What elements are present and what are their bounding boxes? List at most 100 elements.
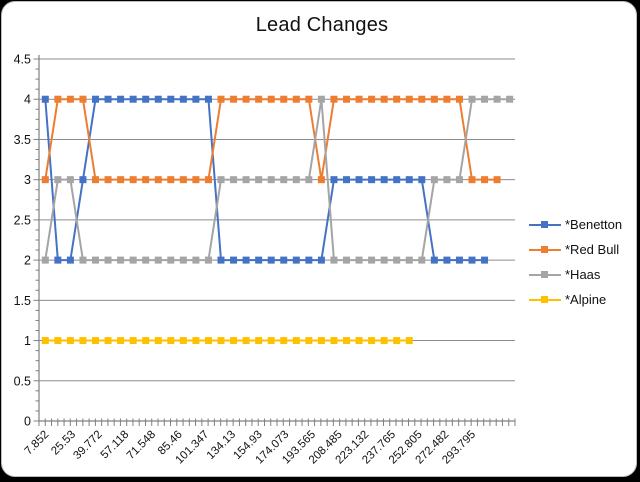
series-marker-red-bull (167, 176, 175, 184)
legend-key-icon (529, 220, 561, 229)
series-marker-benetton (418, 176, 426, 184)
series-marker-haas (242, 176, 250, 184)
series-marker-haas (368, 256, 376, 264)
series-marker-haas (430, 176, 438, 184)
series-marker-alpine (242, 337, 250, 345)
series-marker-haas (192, 256, 200, 264)
series-marker-red-bull (192, 176, 200, 184)
series-marker-red-bull (255, 95, 263, 103)
series-marker-haas (217, 176, 225, 184)
y-axis-label: 2.5 (14, 213, 31, 227)
series-marker-benetton (217, 256, 225, 264)
series-marker-haas (104, 256, 112, 264)
series-marker-benetton (142, 95, 150, 103)
series-marker-red-bull (317, 176, 325, 184)
series-marker-alpine (292, 337, 300, 345)
legend-key-icon (529, 295, 561, 304)
series-marker-haas (506, 95, 514, 103)
series-marker-haas (468, 95, 476, 103)
x-axis-label: 39.772 (71, 429, 104, 462)
series-marker-haas (405, 256, 413, 264)
series-marker-red-bull (493, 176, 501, 184)
series-marker-benetton (179, 95, 187, 103)
series-marker-benetton (455, 256, 463, 264)
series-marker-alpine (129, 337, 137, 345)
series-marker-red-bull (217, 95, 225, 103)
series-marker-red-bull (380, 95, 388, 103)
series-marker-benetton (154, 95, 162, 103)
series-marker-alpine (79, 337, 87, 345)
legend-key-marker (541, 221, 548, 228)
y-axis-label: 3.5 (14, 133, 31, 147)
series-marker-benetton (117, 95, 125, 103)
series-marker-alpine (104, 337, 112, 345)
series-marker-red-bull (368, 95, 376, 103)
series-marker-alpine (92, 337, 99, 345)
legend-label: *Alpine (565, 292, 607, 307)
series-marker-benetton (355, 176, 363, 184)
series-marker-haas (142, 256, 150, 264)
series-marker-red-bull (443, 95, 451, 103)
series-marker-red-bull (179, 176, 187, 184)
series-marker-red-bull (54, 95, 62, 103)
series-marker-haas (292, 176, 300, 184)
series-marker-benetton (54, 256, 62, 264)
series-marker-alpine (192, 337, 200, 345)
series-marker-red-bull (292, 95, 300, 103)
series-marker-red-bull (104, 176, 112, 184)
series-marker-haas (117, 256, 125, 264)
series-marker-alpine (343, 337, 350, 345)
series-marker-benetton (330, 176, 338, 184)
legend-key-icon (529, 245, 561, 254)
x-axis-label: 71.548 (125, 429, 158, 462)
series-marker-haas (92, 256, 99, 264)
legend-label: *Haas (565, 267, 601, 282)
series-marker-alpine (380, 337, 388, 345)
series-marker-benetton (368, 176, 376, 184)
series-marker-red-bull (66, 95, 74, 103)
series-marker-benetton (79, 176, 87, 184)
series-marker-haas (66, 176, 74, 184)
series-marker-alpine (330, 337, 338, 345)
series-marker-haas (355, 256, 363, 264)
series-marker-haas (493, 95, 501, 103)
series-marker-red-bull (230, 95, 238, 103)
y-axis-label: 4.5 (14, 53, 31, 67)
series-marker-haas (280, 176, 288, 184)
series-marker-benetton (230, 256, 238, 264)
series-marker-haas (230, 176, 238, 184)
series-marker-alpine (204, 337, 212, 345)
legend: *Benetton *Red Bull *Haas *Alpine (529, 217, 622, 307)
series-marker-red-bull (355, 95, 363, 103)
series-marker-alpine (393, 337, 401, 345)
series-marker-red-bull (242, 95, 250, 103)
series-marker-haas (330, 256, 338, 264)
series-marker-benetton (129, 95, 137, 103)
series-marker-benetton (481, 256, 489, 264)
series-marker-alpine (230, 337, 238, 345)
series-marker-haas (418, 256, 426, 264)
legend-key-icon (529, 270, 561, 279)
series-marker-red-bull (393, 95, 401, 103)
series-marker-haas (129, 256, 137, 264)
series-marker-haas (54, 176, 62, 184)
series-marker-haas (154, 256, 162, 264)
series-marker-haas (317, 95, 325, 103)
series-marker-red-bull (267, 95, 275, 103)
legend-key-marker (541, 246, 548, 253)
series-marker-benetton (167, 95, 175, 103)
series-marker-benetton (393, 176, 401, 184)
y-axis-label: 3 (24, 173, 31, 187)
legend-item-benetton: *Benetton (529, 217, 622, 232)
series-marker-alpine (255, 337, 263, 345)
legend-item-alpine: *Alpine (529, 292, 622, 307)
series-marker-red-bull (468, 176, 476, 184)
series-marker-red-bull (455, 95, 463, 103)
series-marker-red-bull (405, 95, 413, 103)
series-marker-red-bull (430, 95, 438, 103)
legend-item-red-bull: *Red Bull (529, 242, 622, 257)
series-marker-alpine (142, 337, 150, 345)
series-marker-red-bull (154, 176, 162, 184)
series-marker-alpine (217, 337, 225, 345)
series-marker-benetton (443, 256, 451, 264)
